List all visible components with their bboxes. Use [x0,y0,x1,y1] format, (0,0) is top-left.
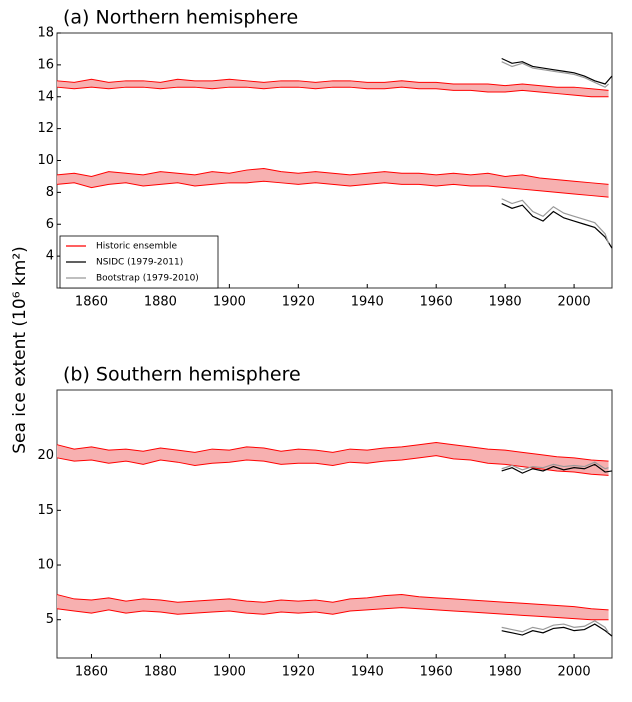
x-tick-label: 1880 [144,295,177,310]
x-tick-label: 1920 [282,665,315,680]
legend-label: NSIDC (1979-2011) [96,258,183,268]
y-tick-label: 14 [37,89,54,104]
legend-box [59,235,219,289]
obs-line [501,198,610,244]
legend-label: Bootstrap (1979-2010) [96,274,199,284]
band-edge [56,86,609,98]
band-edge [56,607,609,621]
x-tick-label: 1860 [75,295,108,310]
y-tick-label: 10 [37,153,54,168]
obs-line [501,620,610,634]
x-tick-label: 1860 [75,665,108,680]
x-tick-label: 1900 [213,665,246,680]
y-tick-label: 20 [37,448,54,463]
x-tick-label: 1960 [420,665,453,680]
legend-label: Historic ensemble [96,242,177,252]
band-area [57,168,609,198]
obs-line [501,623,613,637]
x-tick-label: 2000 [558,665,591,680]
chart-title: (a) Northern hemisphere [63,7,298,29]
obs-line [501,461,609,471]
band-edge [56,442,609,462]
y-tick-label: 6 [46,217,54,232]
x-tick-label: 1880 [144,665,177,680]
x-tick-label: 1940 [351,665,384,680]
band-edge [56,455,609,476]
y-axis-label: Sea ice extent (10⁶ km²) [10,246,30,454]
x-tick-label: 1960 [420,295,453,310]
y-tick-label: 12 [37,121,54,136]
band-edge [56,180,609,198]
plot-frame [56,389,613,659]
chart-title: (b) Southern hemisphere [63,364,301,386]
x-tick-label: 1940 [351,295,384,310]
x-tick-label: 1900 [213,295,246,310]
y-tick-label: 4 [46,249,54,264]
x-tick-label: 2000 [558,295,591,310]
band-edge [56,78,609,91]
y-tick-label: 15 [37,503,54,518]
y-tick-label: 8 [46,185,54,200]
band-edge [56,594,609,611]
y-tick-label: 5 [46,612,54,627]
obs-line [501,61,609,88]
band-edge [56,167,609,185]
x-tick-label: 1980 [489,295,522,310]
y-tick-label: 10 [37,558,54,573]
y-tick-label: 16 [37,57,54,72]
band-area [57,442,609,476]
x-tick-label: 1920 [282,295,315,310]
obs-line [501,202,613,249]
band-area [57,594,609,620]
x-tick-label: 1980 [489,665,522,680]
obs-line [501,57,613,85]
obs-line [501,463,613,474]
band-area [57,79,609,97]
y-tick-label: 18 [37,26,54,41]
